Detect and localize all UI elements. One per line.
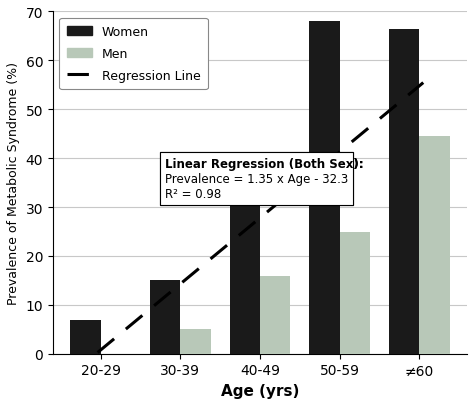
X-axis label: Age (yrs): Age (yrs) xyxy=(221,383,299,398)
Bar xyxy=(419,137,449,354)
Text: Linear Regression (Both Sex):: Linear Regression (Both Sex): xyxy=(164,158,363,171)
Text: Prevalence = 1.35 x Age - 32.3
R² = 0.98: Prevalence = 1.35 x Age - 32.3 R² = 0.98 xyxy=(164,158,348,200)
Text: Linear Regression (Both Sex):
Prevalence = 1.35 x Age - 32.3
R² = 0.98: Linear Regression (Both Sex): Prevalence… xyxy=(164,158,348,200)
Y-axis label: Prevalence of Metabolic Syndrome (%): Prevalence of Metabolic Syndrome (%) xyxy=(7,62,20,305)
Legend: Women, Men, Regression Line: Women, Men, Regression Line xyxy=(59,19,208,90)
Bar xyxy=(339,232,370,354)
Bar xyxy=(310,22,339,354)
Text: Linear Regression (Both Sex):: Linear Regression (Both Sex): xyxy=(164,158,363,171)
Bar xyxy=(180,330,210,354)
Bar xyxy=(389,30,419,354)
Bar xyxy=(230,161,260,354)
Bar xyxy=(70,320,100,354)
Bar xyxy=(150,281,180,354)
Bar xyxy=(260,276,290,354)
